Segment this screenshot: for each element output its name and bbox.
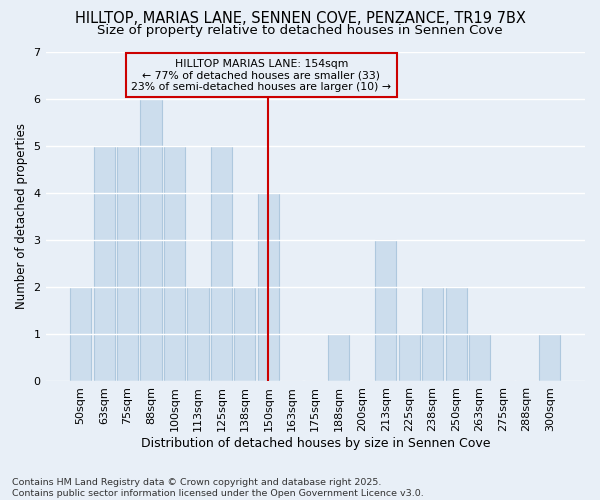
Text: Contains HM Land Registry data © Crown copyright and database right 2025.
Contai: Contains HM Land Registry data © Crown c… — [12, 478, 424, 498]
Bar — [398, 334, 419, 382]
Bar — [164, 146, 185, 382]
Bar — [187, 287, 209, 382]
Bar — [328, 334, 349, 382]
Bar — [117, 146, 138, 382]
Bar — [70, 287, 91, 382]
Bar — [211, 146, 232, 382]
Bar — [469, 334, 490, 382]
Text: HILLTOP, MARIAS LANE, SENNEN COVE, PENZANCE, TR19 7BX: HILLTOP, MARIAS LANE, SENNEN COVE, PENZA… — [74, 11, 526, 26]
Bar — [258, 193, 279, 382]
Y-axis label: Number of detached properties: Number of detached properties — [15, 124, 28, 310]
Bar — [235, 287, 256, 382]
X-axis label: Distribution of detached houses by size in Sennen Cove: Distribution of detached houses by size … — [140, 437, 490, 450]
Bar — [422, 287, 443, 382]
Bar — [140, 98, 161, 382]
Bar — [446, 287, 467, 382]
Text: Size of property relative to detached houses in Sennen Cove: Size of property relative to detached ho… — [97, 24, 503, 37]
Bar — [375, 240, 396, 382]
Bar — [539, 334, 560, 382]
Text: HILLTOP MARIAS LANE: 154sqm
← 77% of detached houses are smaller (33)
23% of sem: HILLTOP MARIAS LANE: 154sqm ← 77% of det… — [131, 58, 391, 92]
Bar — [94, 146, 115, 382]
